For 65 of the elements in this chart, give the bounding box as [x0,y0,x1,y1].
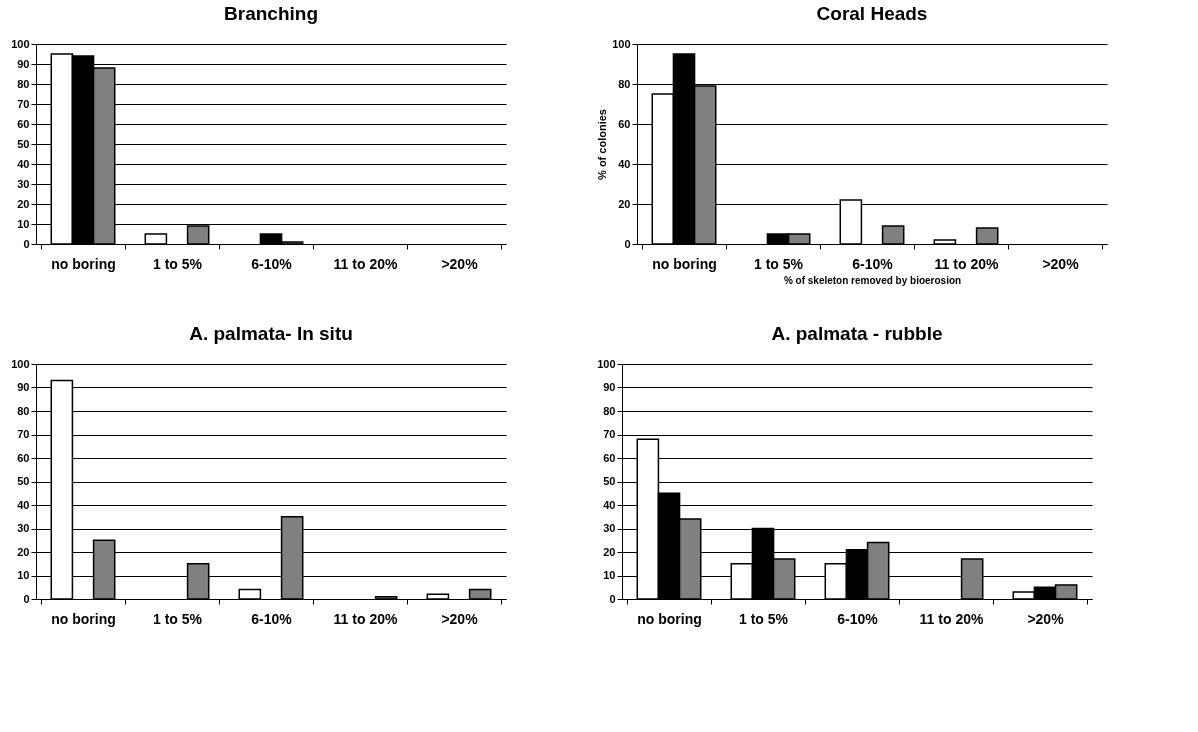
x-tick-label: no boring [51,610,116,627]
y-tick-label: 90 [17,57,30,70]
y-axis-title: % of colonies [596,109,609,180]
y-tick-label: 100 [612,37,631,50]
y-tick-label: 0 [624,237,631,250]
y-tick-label: 80 [618,77,631,90]
y-tick-label: 10 [603,569,616,581]
y-tick-label: 50 [603,475,616,487]
x-tick-label: >20% [441,255,479,272]
y-tick-label: 80 [17,77,30,90]
y-tick-label: 70 [17,428,30,440]
y-tick-label: 100 [11,37,30,50]
y-tick-label: 40 [17,498,30,511]
x-tick-label: 1 to 5% [738,610,789,627]
y-tick-label: 50 [17,137,30,150]
y-tick-label: 70 [603,428,616,440]
y-tick-label: 70 [17,97,30,110]
y-tick-label: 80 [603,404,616,417]
x-tick-label: 11 to 20% [333,610,398,627]
x-tick-label: 1 to 5% [152,610,203,627]
x-tick-label: 11 to 20% [333,255,398,272]
y-tick-label: 10 [17,217,30,230]
y-tick-label: 60 [17,117,30,130]
x-tick-label: 6-10% [251,610,293,627]
y-tick-label: 30 [17,177,30,190]
y-tick-label: 40 [17,157,30,170]
y-tick-label: 0 [23,237,30,250]
y-tick-label: 20 [17,197,30,210]
x-tick-label: no boring [51,255,116,272]
y-tick-label: 40 [618,157,631,170]
x-tick-label: 6-10% [251,255,293,272]
x-tick-label: no boring [652,255,717,272]
y-tick-label: 100 [597,357,616,370]
x-tick-label: 1 to 5% [152,255,203,272]
y-tick-label: 60 [618,117,631,130]
y-tick-label: 20 [17,545,30,558]
x-tick-label: no boring [637,610,702,627]
y-tick-label: 90 [603,381,616,393]
y-tick-label: 0 [23,592,30,605]
y-tick-label: 100 [11,357,30,370]
x-tick-label: 6-10% [852,255,894,272]
x-tick-label: >20% [441,610,479,627]
y-tick-label: 30 [17,522,30,534]
y-tick-label: 60 [603,451,616,464]
x-tick-label: >20% [1042,255,1080,272]
y-tick-label: 20 [603,545,616,558]
y-tick-label: 10 [17,569,30,581]
x-tick-label: 11 to 20% [919,610,984,627]
y-tick-label: 50 [17,475,30,487]
x-tick-label: 1 to 5% [753,255,804,272]
x-axis-title: % of skeleton removed by bioerosion [783,274,962,286]
y-tick-label: 40 [603,498,616,511]
y-tick-label: 30 [603,522,616,534]
x-tick-label: 11 to 20% [934,255,999,272]
chart-title: Branching [224,3,318,24]
chart-title: A. palmata- In situ [189,323,353,344]
y-tick-label: 0 [609,592,616,605]
y-tick-label: 20 [618,197,631,210]
y-tick-label: 90 [17,381,30,393]
x-tick-label: 6-10% [837,610,879,627]
x-tick-label: >20% [1027,610,1065,627]
y-tick-label: 60 [17,451,30,464]
y-tick-label: 80 [17,404,30,417]
chart-title: A. palmata - rubble [771,323,943,344]
chart-title: Coral Heads [816,3,928,24]
